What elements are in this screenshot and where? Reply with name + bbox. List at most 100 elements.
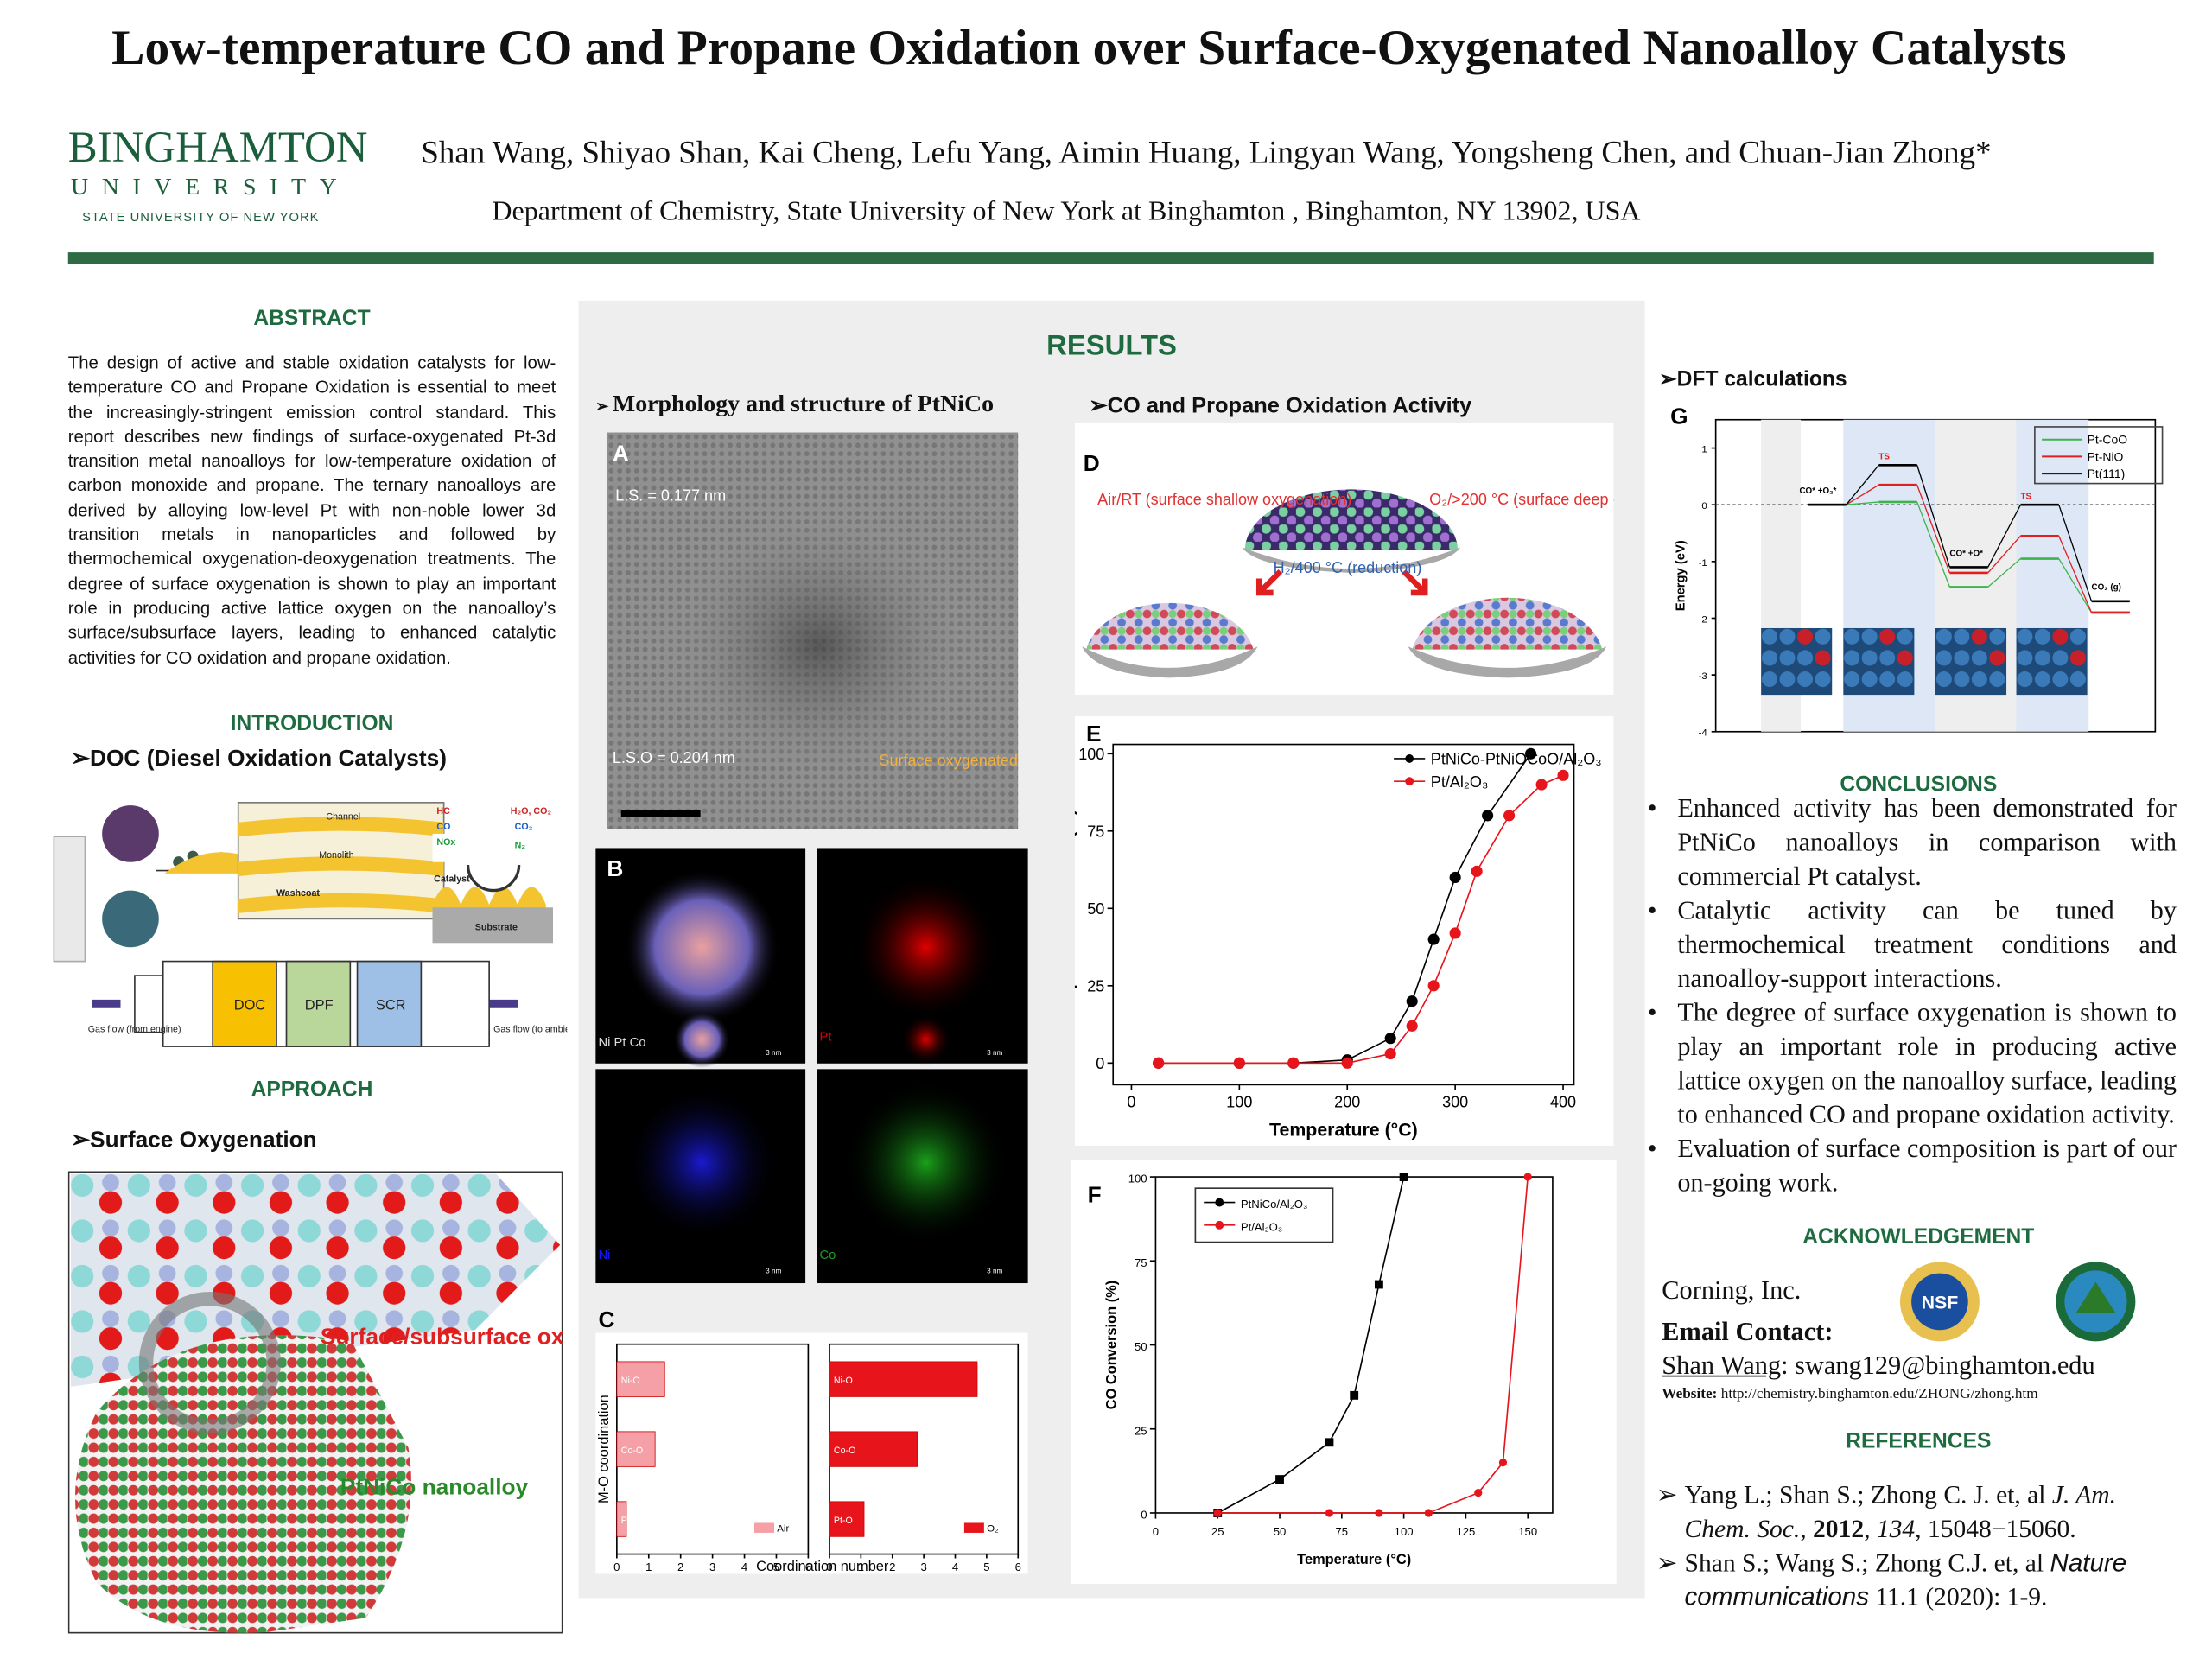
references-heading: REFERENCES (1846, 1429, 1992, 1454)
series-line (1217, 1176, 1405, 1514)
legend-marker (1405, 777, 1414, 786)
x-tick-label: 1 (858, 1560, 864, 1573)
figure-label: CO (436, 822, 450, 832)
marker (1503, 810, 1516, 822)
introduction-heading: INTRODUCTION (230, 711, 394, 736)
connector (1987, 558, 2021, 588)
atom (1989, 650, 2005, 666)
scale-label: 3 nm (766, 1268, 781, 1275)
bullet: ➢ (1656, 1548, 1678, 1577)
marker (1474, 1489, 1483, 1497)
figure-label: Channel (326, 812, 360, 823)
legend-box (2034, 426, 2164, 485)
channel-label: Ni (599, 1249, 611, 1262)
co-chart: 0 25 50 75 100 125 150 0 25 50 75 100 Temperature (°… (1070, 1160, 1617, 1585)
atom (1861, 671, 1878, 688)
eds-maps: B Ni Pt Co Pt Ni Co 3 nm 3 nm 3 nm 3 nm (595, 848, 1028, 1284)
atom (1797, 650, 1814, 666)
atom (1971, 628, 1987, 645)
y-tick-label: 0 (1701, 501, 1707, 512)
x-tick-label: 4 (741, 1560, 747, 1573)
marker (1471, 865, 1483, 877)
logo-university: UNIVERSITY (71, 173, 351, 200)
website: http://chemistry.binghamton.edu/ZHONG/zh… (1720, 1386, 2038, 1402)
panel-label: A (613, 440, 629, 466)
connector (2058, 558, 2093, 613)
stage-label: TS (1878, 453, 1890, 462)
figure-label: SCR (376, 997, 406, 1013)
atom (1815, 671, 1831, 688)
atom (1897, 650, 1913, 666)
x-tick-label: 6 (805, 1560, 811, 1573)
atom (1844, 671, 1860, 688)
atom (2052, 650, 2069, 666)
atom (2034, 628, 2050, 645)
affiliation: Department of Chemistry, State Universit… (492, 197, 1641, 227)
annotation: Surface oxygenated layer (879, 752, 1018, 769)
marker (1287, 1057, 1300, 1069)
bar (616, 1361, 665, 1397)
heading-text: DFT calculations (1676, 367, 1847, 391)
marker (1498, 1459, 1508, 1467)
reference-item: ➢ Shan S.; Wang S.; Zhong C.J. et, al Nat… (1656, 1546, 2181, 1614)
marker (1406, 995, 1418, 1007)
legend-label: Pt/Al₂O₃ (1241, 1220, 1282, 1233)
marker (1153, 1057, 1165, 1069)
atom (1879, 671, 1896, 688)
annotation: L.S.O = 0.204 nm (613, 749, 735, 766)
y-tick-label: 75 (1135, 1256, 1147, 1269)
atom (1954, 628, 1970, 645)
marker (1213, 1509, 1222, 1517)
x-tick-label: 0 (1153, 1525, 1159, 1538)
atom (1779, 650, 1796, 666)
scale-label: 3 nm (987, 1049, 1002, 1057)
y-tick-label: 100 (1078, 746, 1104, 763)
panel-label: F (1088, 1182, 1102, 1208)
y-tick-label: -1 (1699, 558, 1707, 569)
subheading-text: DOC (Diesel Oxidation Catalysts) (90, 747, 447, 772)
y-tick-label: 25 (1135, 1424, 1147, 1437)
atom (1989, 671, 2005, 688)
reference-item: ➢ Yang L.; Shan S.; Zhong C. J. et, al J.… (1656, 1478, 2181, 1546)
y-axis-label: Propane conversion (%) (1075, 809, 1077, 1020)
marker (1449, 927, 1461, 939)
marker (1375, 1509, 1383, 1517)
atom (1971, 671, 1987, 688)
dft-heading: ➢DFT calculations (1659, 367, 1847, 391)
atom (1779, 628, 1796, 645)
atom (1936, 671, 1952, 688)
x-tick-label: 100 (1395, 1525, 1414, 1538)
x-tick-label: 300 (1442, 1094, 1468, 1111)
x-tick-label: 200 (1334, 1094, 1360, 1111)
figure-label: Surface/subsurface oxygenated layers (321, 1324, 563, 1350)
x-tick-label: 100 (1226, 1094, 1252, 1111)
reference-text: 134 (1876, 1514, 1916, 1543)
atom (1797, 628, 1814, 645)
x-tick-label: 5 (773, 1560, 779, 1573)
y-tick-label: -2 (1699, 614, 1707, 625)
atom (1954, 650, 1970, 666)
atom (2034, 671, 2050, 688)
legend-label: Air (777, 1523, 789, 1534)
doc-figure: Channel Monolith Washcoat Catalyst Substrate… (53, 802, 567, 1047)
marker (1325, 1438, 1334, 1447)
conclusion-item: Catalytic activity can be tuned by therm… (1648, 893, 2177, 995)
reference-text: 2012 (1813, 1514, 1865, 1543)
marker (1523, 1173, 1532, 1181)
introduction-subheading: ➢DOC (Diesel Oxidation Catalysts) (71, 747, 447, 772)
logo-system: STATE UNIVERSITY OF NEW YORK (82, 209, 320, 225)
sponsor-logos: NSF (1899, 1262, 2136, 1342)
atom (1936, 650, 1952, 666)
atom (1844, 650, 1860, 666)
reference-text: , (1800, 1514, 1814, 1543)
reference-text: J. Am. Chem. Soc. (1684, 1480, 2117, 1543)
connector (1916, 501, 1951, 588)
website-line: Website: http://chemistry.binghamton.edu… (1662, 1387, 2037, 1402)
connector (1987, 504, 2022, 568)
reference-text: , (1864, 1514, 1877, 1543)
dft-chart: G 1 0 -1 -2 -3 -4 Energy (eV) Pt-CoO Pt-NiO Pt(111… (1659, 401, 2170, 738)
bar (616, 1431, 656, 1467)
atom (1815, 628, 1831, 645)
atom (2069, 628, 2086, 645)
